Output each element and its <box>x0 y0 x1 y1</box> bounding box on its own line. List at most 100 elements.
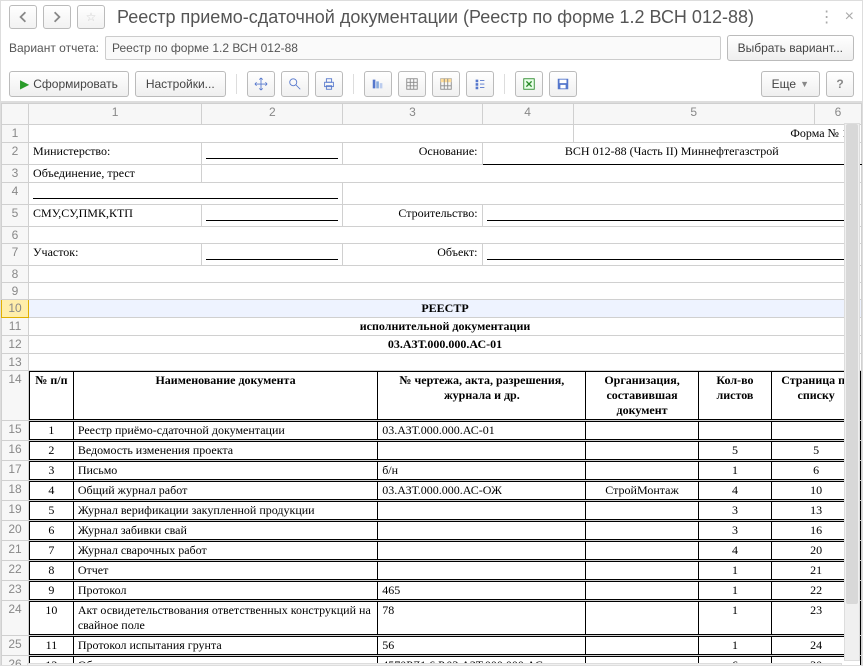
row-header[interactable]: 2 <box>2 143 29 165</box>
row-header[interactable]: 22 <box>2 561 29 581</box>
spreadsheet-grid[interactable]: 1 2 3 4 5 6 1 Форма № 1.2 2 Министерство… <box>1 103 862 666</box>
heading-reestr: РЕЕСТР <box>29 300 862 318</box>
th-num: № п/п <box>30 372 74 420</box>
cell-sheets: 1 <box>698 602 772 635</box>
form-number: Форма № 1.2 <box>573 125 861 143</box>
cell-num: 7 <box>30 542 74 560</box>
cell-name: Журнал забивки свай <box>73 522 377 540</box>
toolbar-separator <box>236 74 237 94</box>
chevron-down-icon: ▼ <box>800 73 809 95</box>
nav-forward-button[interactable] <box>43 5 71 29</box>
cell-name: Протокол испытания грунта <box>73 637 377 655</box>
cell-drawing: 465 <box>378 582 586 600</box>
more-button[interactable]: Еще▼ <box>761 71 820 97</box>
vertical-scrollbar[interactable] <box>844 123 860 661</box>
cell-org: СтройМонтаж <box>586 482 698 500</box>
row-header[interactable]: 13 <box>2 354 29 371</box>
cell-org <box>586 422 698 440</box>
cell-drawing: 03.АЗТ.000.000.АС-ОЖ <box>378 482 586 500</box>
row-header[interactable]: 3 <box>2 165 29 183</box>
row-header[interactable]: 15 <box>2 421 29 441</box>
th-org: Организация, составившая документ <box>586 372 698 420</box>
cell-num: 4 <box>30 482 74 500</box>
cell-sheets: 4 <box>698 542 772 560</box>
cell-drawing: 56 <box>378 637 586 655</box>
col-header-6[interactable]: 6 <box>814 104 861 125</box>
cell-name: Ведомость изменения проекта <box>73 442 377 460</box>
row-header[interactable]: 19 <box>2 501 29 521</box>
row-header[interactable]: 6 <box>2 227 29 244</box>
ministry-label: Министерство: <box>29 143 202 165</box>
cell-num: 2 <box>30 442 74 460</box>
help-button[interactable]: ? <box>826 71 854 97</box>
row-header[interactable]: 11 <box>2 318 29 336</box>
cell-org <box>586 582 698 600</box>
row-header[interactable]: 5 <box>2 205 29 227</box>
table-view-icon[interactable] <box>398 71 426 97</box>
col-header-4[interactable]: 4 <box>482 104 573 125</box>
construction-label: Строительство: <box>343 205 482 227</box>
cell-name: Журнал верификации закупленной продукции <box>73 502 377 520</box>
cell-num: 8 <box>30 562 74 580</box>
row-header[interactable]: 8 <box>2 266 29 283</box>
cell-name: Отчет <box>73 562 377 580</box>
row-header[interactable]: 14 <box>2 371 29 421</box>
headers-icon[interactable] <box>432 71 460 97</box>
row-header[interactable]: 4 <box>2 183 29 205</box>
basis-value: ВСН 012-88 (Часть II) Миннефтегазстрой <box>482 143 861 165</box>
col-header-5[interactable]: 5 <box>573 104 814 125</box>
cell-name: Журнал сварочных работ <box>73 542 377 560</box>
cell-org <box>586 502 698 520</box>
cell-drawing <box>378 542 586 560</box>
choose-variant-button[interactable]: Выбрать вариант... <box>727 35 854 61</box>
close-button[interactable]: × <box>845 8 854 26</box>
run-report-button[interactable]: ▶ Сформировать <box>9 71 129 97</box>
variant-field[interactable]: Реестр по форме 1.2 ВСН 012-88 <box>105 36 721 60</box>
cell-drawing <box>378 522 586 540</box>
window-title: Реестр приемо-сдаточной документации (Ре… <box>117 7 813 28</box>
cell-name: Протокол <box>73 582 377 600</box>
nav-back-button[interactable] <box>9 5 37 29</box>
heading-sub: исполнительной документации <box>29 318 862 336</box>
row-header-selected[interactable]: 10 <box>2 300 29 318</box>
row-header[interactable]: 20 <box>2 521 29 541</box>
row-header[interactable]: 1 <box>2 125 29 143</box>
more-vert-icon[interactable]: ⋮ <box>819 7 835 27</box>
cell-name: Реестр приёмо-сдаточной документации <box>73 422 377 440</box>
cell-org <box>586 462 698 480</box>
save-icon[interactable] <box>549 71 577 97</box>
cell-drawing: 78 <box>378 602 586 635</box>
smu-label: СМУ,СУ,ПМК,КТП <box>29 205 202 227</box>
row-header[interactable]: 16 <box>2 441 29 461</box>
row-header[interactable]: 25 <box>2 636 29 656</box>
row-header[interactable]: 12 <box>2 336 29 354</box>
cell-sheets: 3 <box>698 502 772 520</box>
collapse-groups-icon[interactable] <box>364 71 392 97</box>
print-icon[interactable] <box>315 71 343 97</box>
search-icon[interactable] <box>281 71 309 97</box>
row-header[interactable]: 7 <box>2 244 29 266</box>
row-header[interactable]: 21 <box>2 541 29 561</box>
excel-icon[interactable] <box>515 71 543 97</box>
favorite-button[interactable]: ☆ <box>77 5 105 29</box>
cell-sheets: 5 <box>698 442 772 460</box>
cell-drawing: б/н <box>378 462 586 480</box>
cell-num: 6 <box>30 522 74 540</box>
settings-button[interactable]: Настройки... <box>135 71 226 97</box>
cell-sheets: 4 <box>698 482 772 500</box>
col-header-1[interactable]: 1 <box>29 104 202 125</box>
move-icon[interactable] <box>247 71 275 97</box>
cell-name: Общий журнал работ <box>73 482 377 500</box>
site-label: Участок: <box>29 244 202 266</box>
row-header[interactable]: 23 <box>2 581 29 601</box>
row-header[interactable]: 9 <box>2 283 29 300</box>
col-header-3[interactable]: 3 <box>343 104 482 125</box>
row-header[interactable]: 17 <box>2 461 29 481</box>
cell-num: 5 <box>30 502 74 520</box>
col-header-2[interactable]: 2 <box>202 104 343 125</box>
row-header[interactable]: 24 <box>2 601 29 636</box>
expand-groups-icon[interactable] <box>466 71 494 97</box>
row-header[interactable]: 26 <box>2 656 29 666</box>
cell-sheets: 1 <box>698 562 772 580</box>
row-header[interactable]: 18 <box>2 481 29 501</box>
